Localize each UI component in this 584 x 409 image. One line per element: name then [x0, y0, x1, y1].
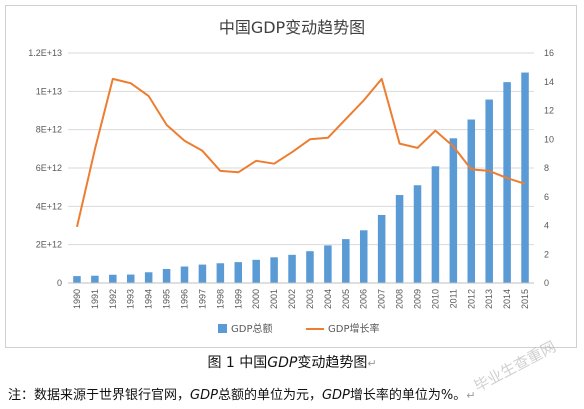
x-tick-label: 2007: [377, 289, 387, 309]
y-left-tick-label: 0: [57, 278, 62, 288]
bar-2012: [467, 119, 476, 283]
return-mark: ↵: [367, 357, 377, 370]
x-tick-label: 2004: [323, 289, 333, 309]
x-tick-label: 2009: [413, 289, 423, 309]
bar-2004: [324, 245, 332, 283]
y-right-tick-label: 12: [544, 106, 554, 116]
x-tick-label: 2002: [287, 289, 297, 309]
y-left-tick-label: 6E+12: [36, 163, 62, 173]
bar-1995: [162, 269, 171, 283]
y-right-tick-label: 16: [544, 48, 554, 58]
y-left-tick-label: 2E+12: [36, 240, 62, 250]
x-tick-label: 2005: [341, 289, 351, 309]
y-right-tick-label: 4: [544, 221, 549, 231]
y-left-tick-label: 8E+12: [36, 125, 62, 135]
note-italic-1: GDP: [190, 388, 218, 403]
y-left-tick-label: 1.2E+13: [28, 48, 62, 58]
y-right-tick-label: 6: [544, 192, 549, 202]
source-note: 注：数据来源于世界银行官网，GDP总额的单位为元，GDP增长率的单位为%。↵: [8, 384, 475, 403]
return-mark: ↵: [466, 389, 476, 402]
bar-2001: [270, 257, 278, 283]
x-tick-label: 2013: [484, 289, 494, 309]
x-tick-label: 2000: [251, 289, 261, 309]
x-tick-label: 2003: [305, 289, 315, 309]
x-tick-label: 1992: [108, 289, 118, 309]
y-right-tick-label: 0: [544, 278, 549, 288]
bar-2002: [288, 254, 296, 283]
x-tick-label: 1999: [233, 289, 243, 309]
note-part-1: 注：数据来源于世界银行官网，: [8, 388, 191, 403]
bar-1999: [234, 262, 243, 283]
bar-2000: [252, 259, 260, 283]
x-tick-label: 1996: [180, 289, 190, 309]
x-tick-label: 1993: [126, 289, 136, 309]
note-part-2: 总额的单位为元，: [217, 388, 322, 403]
x-tick-label: 1991: [90, 289, 100, 309]
bar-2011: [449, 138, 458, 283]
legend-label-gdp-total: GDP总额: [231, 322, 272, 335]
bar-2003: [306, 251, 314, 283]
x-tick-label: 2006: [359, 289, 369, 309]
y-right-tick-label: 10: [544, 134, 554, 144]
x-tick-label: 2008: [395, 289, 405, 309]
caption-prefix: 图 1 中国: [207, 355, 268, 371]
y-left-tick-label: 4E+12: [36, 201, 62, 211]
chart-title: 中国GDP变动趋势图: [219, 18, 365, 37]
caption-suffix: 变动趋势图: [297, 355, 368, 371]
x-tick-label: 2014: [502, 289, 512, 309]
y-left-tick-label: 1E+13: [36, 86, 62, 96]
y-right-tick-label: 8: [544, 163, 549, 173]
bar-1993: [126, 274, 135, 283]
bar-2007: [377, 214, 386, 283]
x-tick-label: 1994: [144, 289, 154, 309]
x-tick-label: 2015: [520, 289, 530, 309]
y-right-tick-label: 14: [544, 77, 554, 87]
x-tick-label: 2012: [466, 289, 476, 309]
x-tick-label: 2001: [269, 289, 279, 309]
x-tick-label: 2011: [448, 289, 458, 308]
bar-1996: [180, 266, 189, 283]
bar-2008: [395, 195, 404, 283]
bar-2010: [431, 166, 440, 283]
note-italic-2: GDP: [321, 388, 350, 403]
legend-swatch-gdp-total: [218, 324, 227, 333]
note-part-3: 增长率的单位为%。: [349, 388, 467, 403]
x-tick-label: 1997: [197, 289, 207, 309]
bar-2009: [413, 185, 422, 283]
bar-1992: [109, 274, 117, 283]
bar-1998: [216, 263, 225, 283]
bar-1991: [91, 275, 99, 283]
growth-rate-line: [76, 77, 526, 228]
bar-2006: [359, 230, 368, 283]
chart: 中国GDP变动趋势图 0 2E+12 4E+12 6E+12 8E+12 1E+13 1.2E…: [28, 18, 554, 335]
bar-1994: [144, 272, 153, 283]
bar-2013: [485, 99, 493, 283]
y-right-tick-label: 2: [544, 249, 549, 259]
bar-1997: [198, 264, 207, 283]
bar-2014: [503, 82, 511, 283]
x-tick-label: 1990: [72, 289, 82, 309]
caption-italic: GDP: [267, 355, 298, 371]
x-tick-label: 1998: [215, 289, 225, 309]
chart-frame: 中国GDP变动趋势图 0 2E+12 4E+12 6E+12 8E+12 1E+13 1.2E…: [5, 5, 577, 348]
legend-label-gdp-growth: GDP增长率: [328, 322, 379, 335]
bar-2015: [521, 72, 529, 283]
bar-2005: [342, 239, 350, 283]
x-tick-label: 1995: [162, 289, 172, 309]
x-tick-label: 2010: [430, 289, 440, 309]
figure-caption: 图 1 中国GDP变动趋势图↵: [0, 352, 584, 372]
bar-1990: [73, 276, 81, 283]
